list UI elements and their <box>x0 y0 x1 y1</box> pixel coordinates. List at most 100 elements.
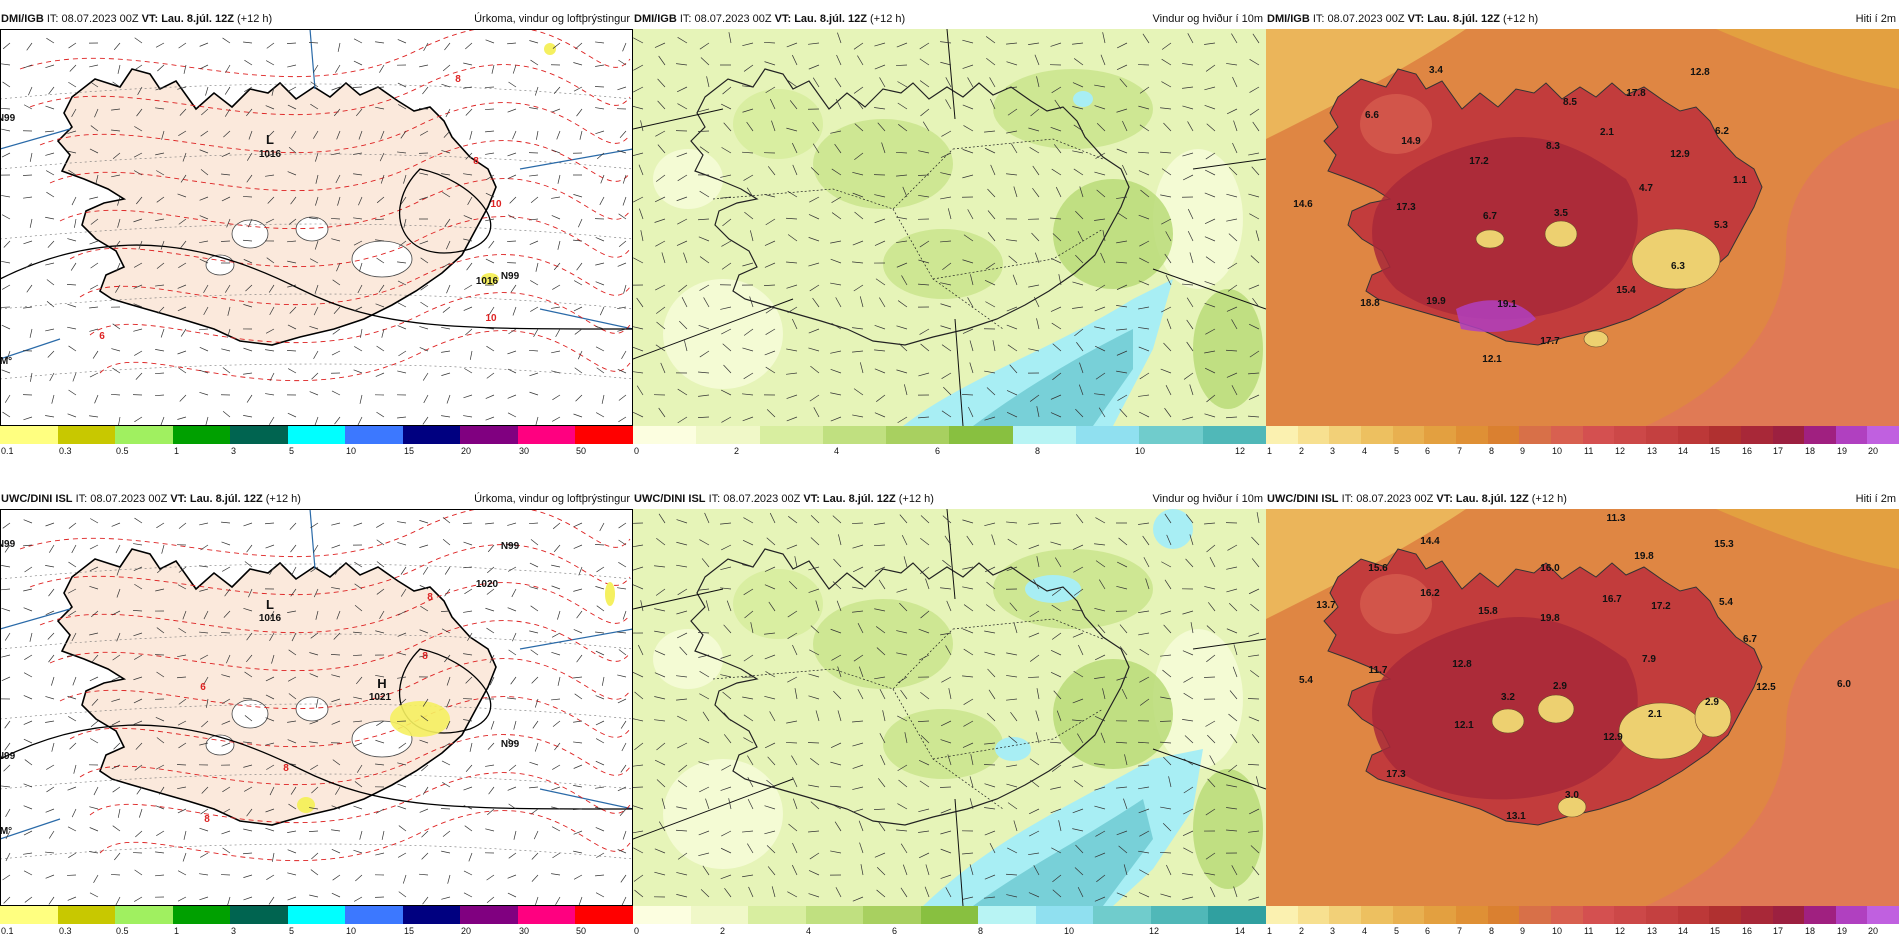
color-bar-cell <box>1772 906 1805 924</box>
color-bar-cell <box>460 426 518 444</box>
color-bar-cell <box>1550 906 1583 924</box>
init-time: IT: 08.07.2023 00Z <box>708 493 801 505</box>
color-bar-tick: 10 <box>1064 926 1075 936</box>
map-value-label: 8 <box>283 763 289 774</box>
valid-time: Lau. 8.júl. 12Z <box>794 13 867 25</box>
color-bar-cell <box>1550 426 1583 444</box>
color-bar-cell <box>287 426 346 444</box>
color-bar: 1 2 3 4 5 6 7 8 9 10 11 12 13 14 15 16 17 18 19 20 <box>1266 906 1900 940</box>
color-bar-cell <box>978 906 1036 924</box>
map-value-label: N99 <box>0 113 16 124</box>
color-bar-cell <box>1150 906 1209 924</box>
map-value-label: 3.4 <box>1429 65 1443 76</box>
color-bar-tick: 0 <box>634 446 640 456</box>
map-value-label: 5.4 <box>1719 597 1733 608</box>
map-value-label: 2.1 <box>1648 709 1662 720</box>
color-bar-cell <box>1804 906 1836 924</box>
color-bar-tick: 18 <box>1805 926 1816 936</box>
color-bar-tick: 30 <box>519 446 530 456</box>
wind-arrows <box>633 512 1260 902</box>
map-value-label: M° <box>0 826 12 837</box>
color-bar-cell <box>1208 906 1267 924</box>
color-bar-cell <box>1519 426 1551 444</box>
color-bar-tick: 30 <box>519 926 530 936</box>
map-value-label: 1020 <box>476 579 499 590</box>
map-value-label: 2.1 <box>1600 127 1614 138</box>
map-value-label: L <box>266 597 274 612</box>
color-bar-strip <box>633 426 1266 444</box>
map-value-label: 11.3 <box>1607 513 1626 524</box>
color-bar-cell <box>1740 426 1773 444</box>
color-bar: 123456789101112131415161718192021 <box>1266 426 1900 460</box>
color-bar-cell <box>1139 426 1203 444</box>
panel-header: UWC/DINI ISL IT: 08.07.2023 00Z VT: Lau.… <box>0 490 633 508</box>
color-bar-tick: 6 <box>892 926 898 936</box>
color-bar-cell <box>748 906 806 924</box>
color-bar-cell <box>1424 906 1456 924</box>
color-bar-tick: 6 <box>1425 926 1431 936</box>
color-bar-cell <box>1867 906 1900 924</box>
color-bar-tick: 50 <box>576 926 587 936</box>
color-bar-cell <box>402 426 461 444</box>
color-bar-cell <box>1835 906 1868 924</box>
map-value-label: 8 <box>473 156 479 167</box>
map-value-label: 15.8 <box>1478 606 1498 617</box>
color-bar-strip <box>633 906 1267 924</box>
map-value-label: 14.6 <box>1293 199 1313 210</box>
color-bar-tick: 10 <box>1135 446 1146 456</box>
map-value-label: 12.1 <box>1454 720 1474 731</box>
color-bar-tick: 20 <box>1868 446 1879 456</box>
panel-title: Úrkoma, vindur og loftþrýstingur <box>474 13 630 25</box>
map-value-label: 16.2 <box>1420 588 1440 599</box>
color-bar-tick: 0.5 <box>116 446 129 456</box>
color-bar-tick: 4 <box>1362 926 1368 936</box>
map-value-label: 6.0 <box>1837 679 1851 690</box>
panel-header: DMI/IGB IT: 08.07.2023 00Z VT: Lau. 8.jú… <box>0 10 633 28</box>
color-bar-tick: 11 <box>1584 446 1594 456</box>
map-value-label: 17.8 <box>1626 88 1646 99</box>
color-bar-cell <box>633 426 697 444</box>
map-value-label: 6.7 <box>1483 211 1497 222</box>
map-value-label: 19.8 <box>1540 613 1560 624</box>
map-value-label: N99 <box>0 539 16 550</box>
forecast-offset: (+12 h) <box>265 493 301 505</box>
color-bar-cell <box>1582 906 1615 924</box>
color-bar-tick: 5 <box>1394 926 1400 936</box>
map-value-label: 14.4 <box>1420 536 1440 547</box>
color-bar-strip <box>1266 906 1900 924</box>
map-area <box>633 509 1266 906</box>
map-value-label: 13.7 <box>1316 600 1336 611</box>
map-value-label: 4.7 <box>1639 183 1653 194</box>
map-value-label: 19.1 <box>1497 299 1517 310</box>
color-bar-tick: 15 <box>404 926 415 936</box>
valid-time: Lau. 8.júl. 12Z <box>1455 493 1529 505</box>
panel-header: DMI/IGB IT: 08.07.2023 00Z VT: Lau. 8.jú… <box>1266 10 1899 28</box>
map-value-label: 1021 <box>369 692 392 703</box>
map-value-label: 17.3 <box>1386 769 1406 780</box>
color-bar-tick: 0.3 <box>59 926 72 936</box>
color-bar-cell <box>1329 906 1361 924</box>
color-bar-cell <box>1392 426 1425 444</box>
panel-header: DMI/IGB IT: 08.07.2023 00Z VT: Lau. 8.jú… <box>633 10 1266 28</box>
map-value-label: 5.3 <box>1714 220 1728 231</box>
color-bar-tick: 18 <box>1805 446 1816 456</box>
color-bar-tick: 13 <box>1647 926 1658 936</box>
color-bar-cell <box>1645 906 1678 924</box>
color-bar-tick: 10 <box>1552 446 1563 456</box>
map-value-label: 6.7 <box>1743 634 1757 645</box>
color-bar-strip <box>1266 426 1900 444</box>
map-value-label: 2.9 <box>1553 681 1567 692</box>
map-value-label: 16.0 <box>1540 563 1560 574</box>
color-bar-tick: 2 <box>1299 446 1305 456</box>
map-value-label: 8.3 <box>1546 141 1560 152</box>
color-bar-cell <box>690 906 749 924</box>
map-value-label: N99 <box>0 751 16 762</box>
map-value-label: 12.9 <box>1670 149 1690 160</box>
color-bar-cell <box>1614 426 1646 444</box>
map-value-label: 13.1 <box>1506 811 1526 822</box>
color-bar-tick: 16 <box>1742 446 1753 456</box>
map-value-label: 15.3 <box>1714 539 1734 550</box>
map-value-label: 16.7 <box>1602 594 1622 605</box>
init-time: IT: 08.07.2023 00Z <box>1341 493 1434 505</box>
color-bar-tick: 0.1 <box>1 446 14 456</box>
